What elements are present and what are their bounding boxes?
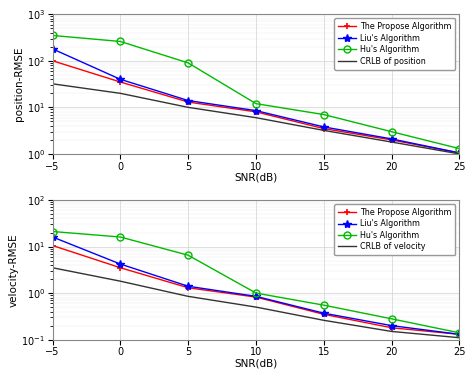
Hu's Algorithm [185, 61, 191, 65]
The Propose Algorithm [389, 138, 394, 142]
CRLB of velocity [389, 329, 394, 334]
Hu's Algorithm [50, 33, 55, 38]
Hu's Algorithm [456, 331, 462, 335]
The Propose Algorithm [321, 312, 327, 317]
Line: CRLB of position: CRLB of position [53, 84, 459, 154]
Line: Hu's Algorithm: Hu's Algorithm [49, 32, 463, 152]
Liu's Algorithm [50, 235, 55, 239]
Hu's Algorithm [321, 112, 327, 117]
Hu's Algorithm [118, 39, 123, 44]
The Propose Algorithm [50, 243, 55, 248]
Hu's Algorithm [321, 303, 327, 307]
Line: The Propose Algorithm: The Propose Algorithm [49, 242, 463, 338]
Liu's Algorithm [253, 108, 259, 113]
The Propose Algorithm [185, 285, 191, 290]
Hu's Algorithm [253, 101, 259, 106]
The Propose Algorithm [389, 325, 394, 330]
Line: The Propose Algorithm: The Propose Algorithm [49, 57, 463, 156]
CRLB of position [389, 140, 394, 144]
Liu's Algorithm [389, 323, 394, 328]
X-axis label: SNR(dB): SNR(dB) [234, 173, 278, 183]
CRLB of velocity [185, 294, 191, 299]
CRLB of position [321, 128, 327, 133]
CRLB of position [50, 81, 55, 86]
CRLB of position [253, 115, 259, 120]
Line: Liu's Algorithm: Liu's Algorithm [48, 233, 464, 339]
Hu's Algorithm [185, 253, 191, 257]
Liu's Algorithm [118, 77, 123, 81]
The Propose Algorithm [253, 110, 259, 114]
Liu's Algorithm [253, 294, 259, 299]
CRLB of position [118, 91, 123, 96]
CRLB of velocity [50, 265, 55, 270]
Liu's Algorithm [389, 136, 394, 141]
The Propose Algorithm [118, 265, 123, 270]
Liu's Algorithm [321, 125, 327, 129]
The Propose Algorithm [185, 100, 191, 104]
X-axis label: SNR(dB): SNR(dB) [234, 359, 278, 369]
Line: Hu's Algorithm: Hu's Algorithm [49, 228, 463, 336]
CRLB of velocity [321, 318, 327, 323]
Hu's Algorithm [389, 129, 394, 134]
CRLB of position [456, 152, 462, 156]
CRLB of velocity [118, 279, 123, 284]
The Propose Algorithm [253, 295, 259, 299]
Y-axis label: position-RMSE: position-RMSE [14, 47, 24, 121]
The Propose Algorithm [118, 80, 123, 84]
Liu's Algorithm [118, 262, 123, 266]
Hu's Algorithm [118, 235, 123, 239]
Hu's Algorithm [50, 229, 55, 234]
Liu's Algorithm [50, 47, 55, 51]
Y-axis label: velocity-RMSE: velocity-RMSE [9, 233, 18, 307]
Liu's Algorithm [185, 98, 191, 103]
Line: Liu's Algorithm: Liu's Algorithm [48, 45, 464, 157]
Hu's Algorithm [456, 146, 462, 151]
Legend: The Propose Algorithm, Liu's Algorithm, Hu's Algorithm, CRLB of velocity: The Propose Algorithm, Liu's Algorithm, … [334, 204, 456, 255]
CRLB of velocity [253, 305, 259, 310]
CRLB of position [185, 105, 191, 110]
The Propose Algorithm [456, 151, 462, 155]
CRLB of velocity [456, 336, 462, 340]
Hu's Algorithm [389, 317, 394, 321]
Liu's Algorithm [456, 151, 462, 155]
Legend: The Propose Algorithm, Liu's Algorithm, Hu's Algorithm, CRLB of position: The Propose Algorithm, Liu's Algorithm, … [334, 18, 456, 70]
Line: CRLB of velocity: CRLB of velocity [53, 268, 459, 338]
Hu's Algorithm [253, 291, 259, 295]
The Propose Algorithm [50, 58, 55, 63]
The Propose Algorithm [321, 126, 327, 131]
Liu's Algorithm [456, 332, 462, 337]
The Propose Algorithm [456, 332, 462, 337]
Liu's Algorithm [321, 311, 327, 316]
Liu's Algorithm [185, 284, 191, 288]
